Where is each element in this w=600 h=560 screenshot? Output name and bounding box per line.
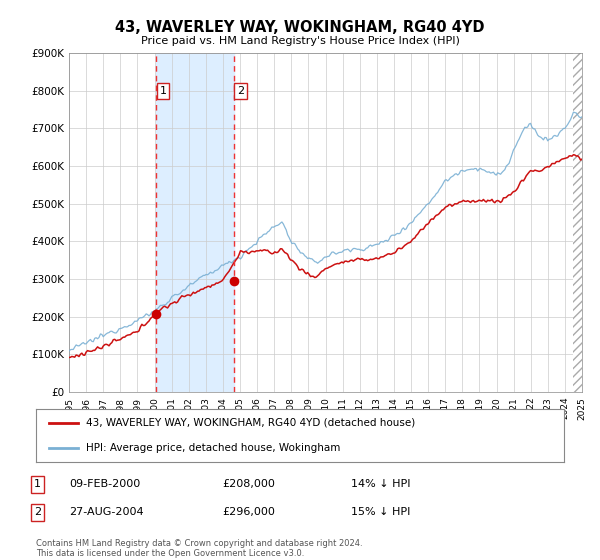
Text: Contains HM Land Registry data © Crown copyright and database right 2024.: Contains HM Land Registry data © Crown c… [36, 539, 362, 548]
Text: 2: 2 [34, 507, 41, 517]
Text: Price paid vs. HM Land Registry's House Price Index (HPI): Price paid vs. HM Land Registry's House … [140, 36, 460, 46]
Text: This data is licensed under the Open Government Licence v3.0.: This data is licensed under the Open Gov… [36, 549, 304, 558]
Text: 1: 1 [34, 479, 41, 489]
Text: 15% ↓ HPI: 15% ↓ HPI [351, 507, 410, 517]
Bar [574, 53, 582, 392]
Text: £296,000: £296,000 [222, 507, 275, 517]
Text: 43, WAVERLEY WAY, WOKINGHAM, RG40 4YD (detached house): 43, WAVERLEY WAY, WOKINGHAM, RG40 4YD (d… [86, 418, 415, 428]
Bar [574, 53, 582, 392]
Text: HPI: Average price, detached house, Wokingham: HPI: Average price, detached house, Woki… [86, 443, 341, 453]
Text: 09-FEB-2000: 09-FEB-2000 [69, 479, 140, 489]
Text: 27-AUG-2004: 27-AUG-2004 [69, 507, 143, 517]
Text: 14% ↓ HPI: 14% ↓ HPI [351, 479, 410, 489]
Text: £208,000: £208,000 [222, 479, 275, 489]
Bar [157, 53, 234, 392]
Text: 1: 1 [160, 86, 166, 96]
Text: 2: 2 [237, 86, 244, 96]
Text: 43, WAVERLEY WAY, WOKINGHAM, RG40 4YD: 43, WAVERLEY WAY, WOKINGHAM, RG40 4YD [115, 20, 485, 35]
